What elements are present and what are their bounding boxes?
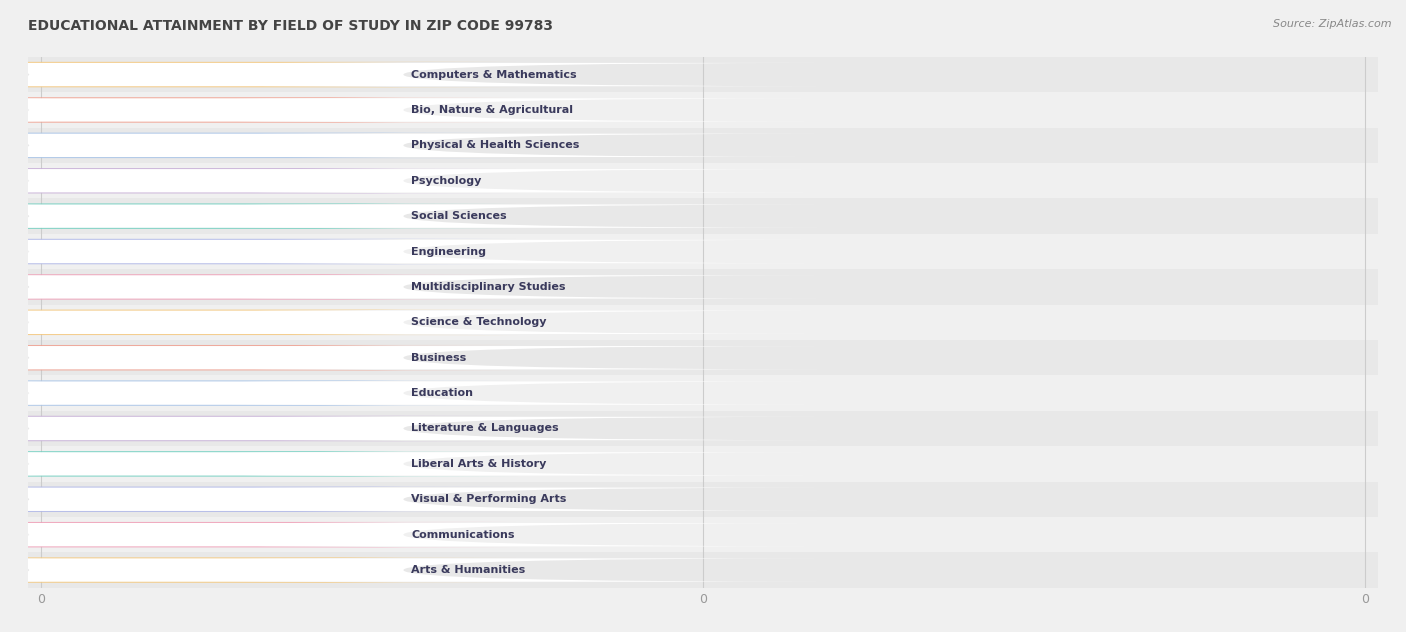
FancyBboxPatch shape (0, 169, 841, 192)
FancyBboxPatch shape (0, 63, 841, 86)
Text: 0: 0 (134, 211, 142, 221)
Text: 0: 0 (134, 282, 142, 292)
Text: Business: Business (412, 353, 467, 363)
FancyBboxPatch shape (28, 198, 1378, 234)
FancyBboxPatch shape (0, 417, 841, 440)
FancyBboxPatch shape (0, 557, 517, 583)
FancyBboxPatch shape (28, 92, 1378, 128)
Text: 0: 0 (134, 530, 142, 540)
Text: 0: 0 (134, 317, 142, 327)
FancyBboxPatch shape (0, 274, 517, 300)
FancyBboxPatch shape (0, 522, 517, 547)
FancyBboxPatch shape (0, 487, 517, 512)
FancyBboxPatch shape (28, 517, 1378, 552)
FancyBboxPatch shape (0, 97, 517, 123)
Text: Social Sciences: Social Sciences (412, 211, 508, 221)
FancyBboxPatch shape (28, 446, 1378, 482)
FancyBboxPatch shape (28, 269, 1378, 305)
FancyBboxPatch shape (0, 345, 517, 370)
Text: Psychology: Psychology (412, 176, 482, 186)
FancyBboxPatch shape (0, 346, 841, 369)
FancyBboxPatch shape (28, 375, 1378, 411)
FancyBboxPatch shape (0, 311, 841, 334)
FancyBboxPatch shape (0, 380, 517, 406)
FancyBboxPatch shape (28, 340, 1378, 375)
Text: Arts & Humanities: Arts & Humanities (412, 565, 526, 575)
FancyBboxPatch shape (0, 276, 841, 298)
FancyBboxPatch shape (0, 488, 841, 511)
Text: Computers & Mathematics: Computers & Mathematics (412, 70, 576, 80)
FancyBboxPatch shape (0, 382, 841, 404)
Text: 0: 0 (134, 140, 142, 150)
Text: 0: 0 (134, 353, 142, 363)
Text: Multidisciplinary Studies: Multidisciplinary Studies (412, 282, 565, 292)
FancyBboxPatch shape (28, 128, 1378, 163)
Text: Source: ZipAtlas.com: Source: ZipAtlas.com (1274, 19, 1392, 29)
FancyBboxPatch shape (0, 416, 517, 441)
Text: 0: 0 (134, 565, 142, 575)
FancyBboxPatch shape (0, 559, 841, 581)
FancyBboxPatch shape (0, 240, 841, 263)
FancyBboxPatch shape (0, 168, 517, 193)
Text: Physical & Health Sciences: Physical & Health Sciences (412, 140, 579, 150)
Text: 0: 0 (134, 176, 142, 186)
FancyBboxPatch shape (0, 204, 517, 229)
FancyBboxPatch shape (0, 451, 517, 477)
Text: 0: 0 (134, 246, 142, 257)
FancyBboxPatch shape (0, 99, 841, 121)
Text: 0: 0 (134, 70, 142, 80)
FancyBboxPatch shape (0, 523, 841, 546)
FancyBboxPatch shape (28, 482, 1378, 517)
Text: Liberal Arts & History: Liberal Arts & History (412, 459, 547, 469)
FancyBboxPatch shape (0, 239, 517, 264)
Text: EDUCATIONAL ATTAINMENT BY FIELD OF STUDY IN ZIP CODE 99783: EDUCATIONAL ATTAINMENT BY FIELD OF STUDY… (28, 19, 553, 33)
FancyBboxPatch shape (28, 57, 1378, 92)
FancyBboxPatch shape (0, 133, 517, 158)
Text: 0: 0 (134, 423, 142, 434)
Text: Communications: Communications (412, 530, 515, 540)
Text: 0: 0 (134, 388, 142, 398)
FancyBboxPatch shape (28, 552, 1378, 588)
Text: Education: Education (412, 388, 474, 398)
Text: Literature & Languages: Literature & Languages (412, 423, 560, 434)
FancyBboxPatch shape (28, 234, 1378, 269)
FancyBboxPatch shape (0, 134, 841, 157)
FancyBboxPatch shape (0, 453, 841, 475)
FancyBboxPatch shape (0, 310, 517, 335)
Text: 0: 0 (134, 105, 142, 115)
FancyBboxPatch shape (0, 205, 841, 228)
Text: 0: 0 (134, 494, 142, 504)
FancyBboxPatch shape (28, 305, 1378, 340)
Text: Science & Technology: Science & Technology (412, 317, 547, 327)
FancyBboxPatch shape (28, 411, 1378, 446)
Text: Bio, Nature & Agricultural: Bio, Nature & Agricultural (412, 105, 574, 115)
Text: Visual & Performing Arts: Visual & Performing Arts (412, 494, 567, 504)
FancyBboxPatch shape (28, 163, 1378, 198)
Text: 0: 0 (134, 459, 142, 469)
Text: Engineering: Engineering (412, 246, 486, 257)
FancyBboxPatch shape (0, 62, 517, 87)
